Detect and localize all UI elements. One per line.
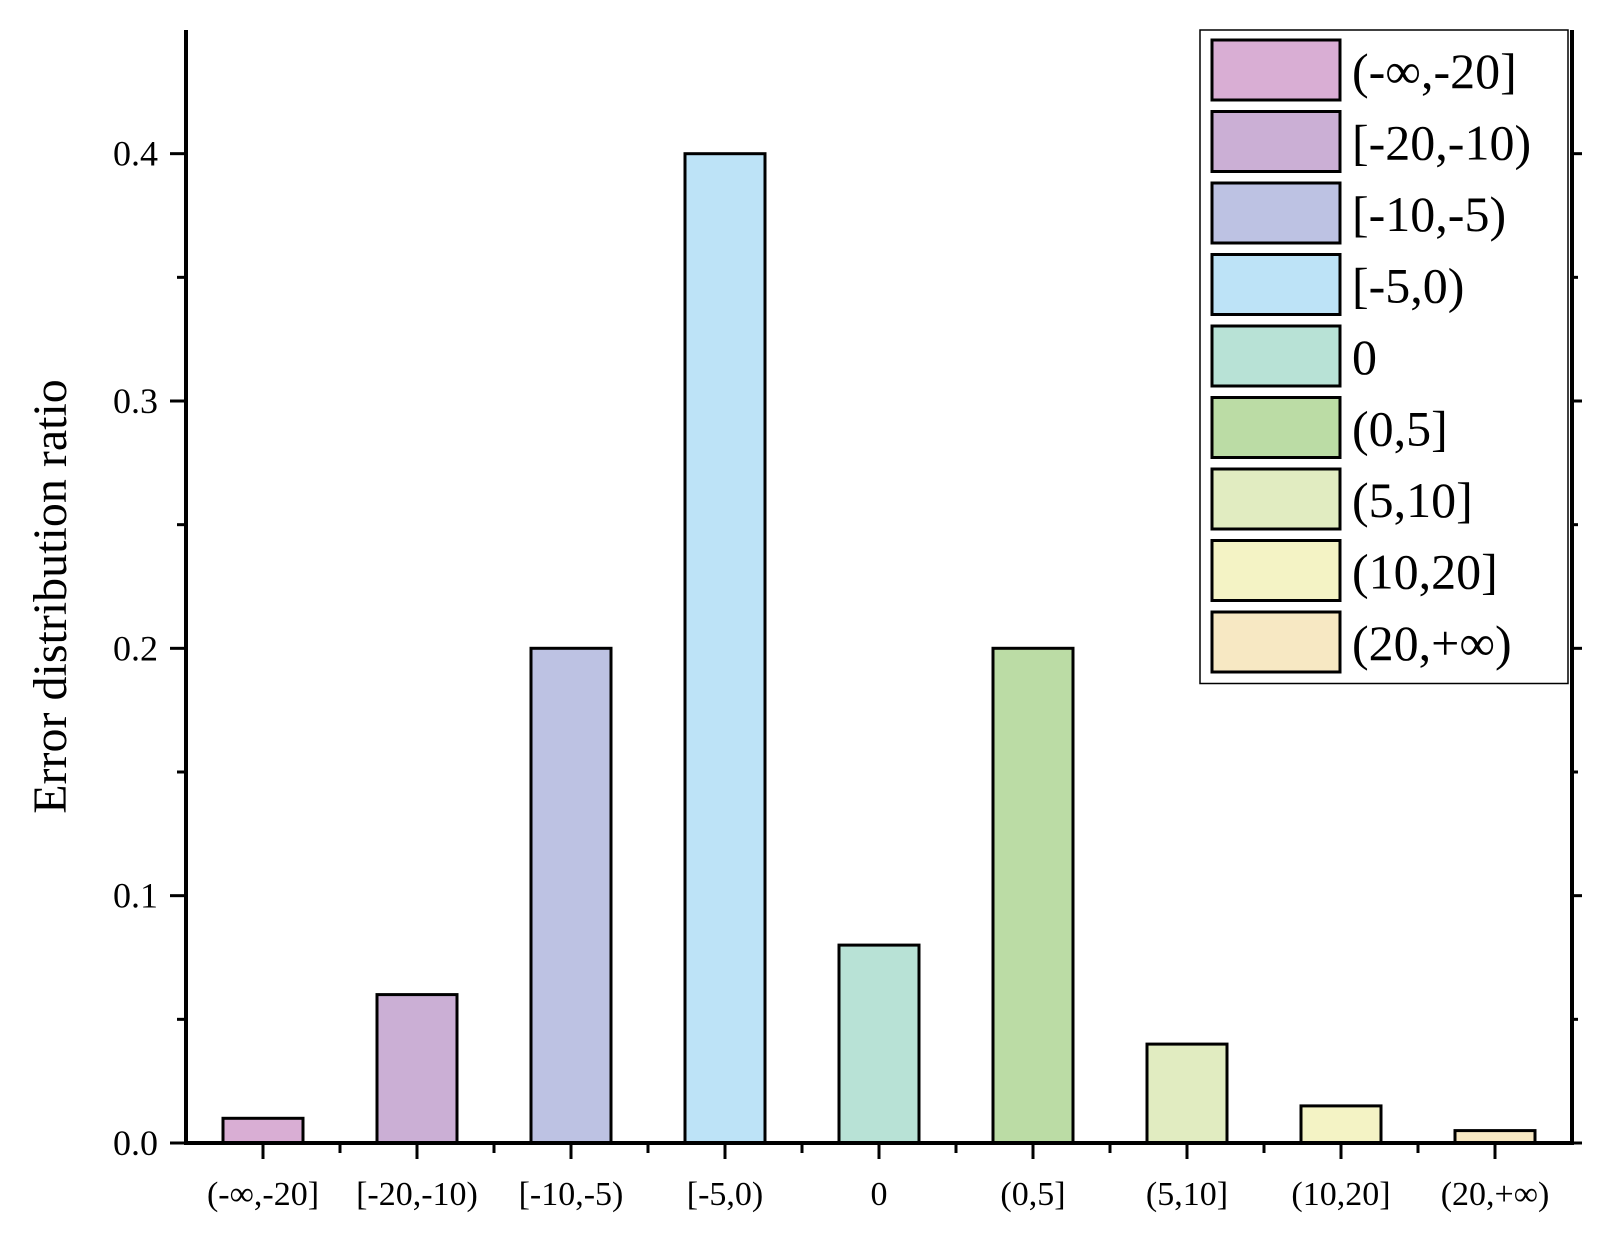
bar: [221, 1116, 305, 1145]
x-tick-label: [-5,0): [687, 1176, 763, 1213]
bar: [375, 993, 459, 1145]
bar: [1299, 1104, 1383, 1145]
legend-label: 0: [1352, 329, 1377, 385]
x-tick-label: (-∞,-20]: [207, 1176, 319, 1213]
legend-swatch: [1210, 396, 1342, 459]
legend-swatch: [1210, 181, 1342, 245]
legend-swatch: [1210, 610, 1342, 674]
y-tick-label: 0.1: [113, 876, 158, 916]
x-tick-label: [-20,-10): [356, 1176, 478, 1213]
y-tick-label: 0.2: [113, 628, 158, 668]
y-tick-label: 0.0: [113, 1123, 158, 1163]
legend-label: [-5,0): [1352, 258, 1464, 314]
bar: [837, 943, 921, 1145]
y-axis-title: Error distribution ratio: [24, 379, 77, 814]
legend-swatch: [1210, 467, 1342, 531]
y-tick-label: 0.4: [113, 134, 158, 174]
legend-label: (10,20]: [1352, 544, 1498, 600]
legend-swatch: [1210, 38, 1342, 102]
legend-swatch: [1210, 110, 1342, 173]
bar: [991, 646, 1075, 1145]
legend-swatch: [1210, 324, 1342, 388]
bar: [683, 152, 767, 1145]
legend-label: (20,+∞): [1352, 615, 1512, 671]
legend: (-∞,-20] [-20,-10) [-10,-5) [-5,0) 0 (0,5] (5,…: [1199, 29, 1569, 685]
x-tick-label: (20,+∞): [1441, 1176, 1550, 1213]
x-tick-label: [-10,-5): [519, 1176, 624, 1213]
x-tick-label: (0,5]: [1000, 1176, 1065, 1213]
legend-swatch: [1210, 253, 1342, 316]
y-tick-label: 0.3: [113, 381, 158, 421]
legend-swatch: [1210, 539, 1342, 602]
bars-group: [221, 152, 1537, 1145]
x-tick-label: (5,10]: [1146, 1176, 1228, 1213]
axes-group: 0.0 0.1 0.2 0.3 0.4 (-∞,-20] [-20,-10) [-10,-5)…: [113, 30, 1582, 1213]
x-tick-label: 0: [871, 1176, 888, 1213]
legend-label: (5,10]: [1352, 472, 1473, 528]
legend-label: (-∞,-20]: [1352, 43, 1517, 99]
x-tick-label: (10,20]: [1291, 1176, 1390, 1213]
legend-label: (0,5]: [1352, 401, 1448, 457]
bar: [1145, 1042, 1229, 1145]
bar: [529, 646, 613, 1145]
legend-label: [-10,-5): [1352, 186, 1506, 242]
legend-label: [-20,-10): [1352, 115, 1531, 171]
